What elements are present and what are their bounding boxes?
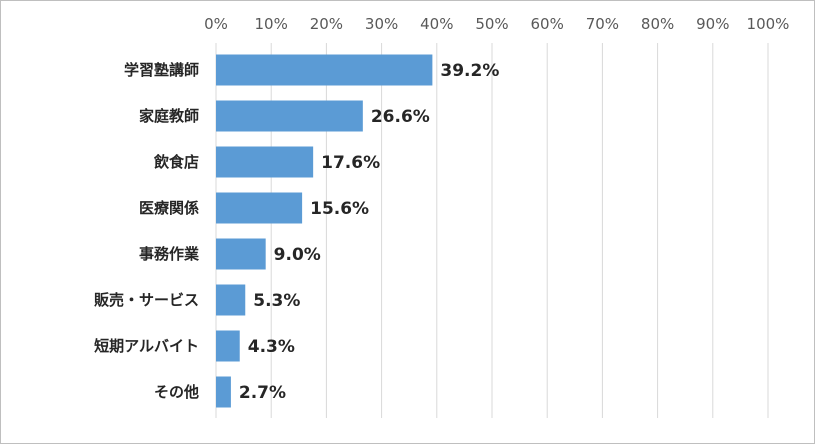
- value-label: 26.6%: [371, 107, 430, 127]
- x-tick-label: 10%: [255, 15, 288, 33]
- x-tick-label: 30%: [365, 15, 398, 33]
- category-label: 短期アルバイト: [94, 337, 199, 355]
- bar: [216, 54, 433, 86]
- category-label: 飲食店: [153, 153, 199, 171]
- x-tick-label: 90%: [696, 15, 729, 33]
- bar: [216, 146, 314, 178]
- bar: [216, 284, 246, 316]
- x-tick-label: 80%: [641, 15, 674, 33]
- category-label: 学習塾講師: [124, 61, 199, 79]
- x-tick-label: 50%: [475, 15, 508, 33]
- bar: [216, 330, 240, 362]
- grid-lines: [215, 43, 769, 418]
- category-label: 販売・サービス: [94, 291, 199, 309]
- category-label: 医療関係: [139, 199, 199, 217]
- value-label: 5.3%: [253, 291, 300, 311]
- x-axis-ticks: 0% 10% 20% 30% 40% 50% 60% 70% 80% 90% 100%: [204, 15, 789, 33]
- bar: [216, 376, 231, 408]
- value-labels: 39.2% 26.6% 17.6% 15.6% 9.0% 5.3% 4.3% 2.7%: [239, 61, 499, 403]
- x-tick-label: 40%: [420, 15, 453, 33]
- category-label: 事務作業: [139, 245, 200, 263]
- value-label: 15.6%: [310, 199, 369, 219]
- x-tick-label: 20%: [310, 15, 343, 33]
- x-tick-label: 70%: [586, 15, 619, 33]
- bars: [216, 54, 433, 408]
- value-label: 17.6%: [321, 153, 380, 173]
- value-label: 4.3%: [248, 337, 295, 357]
- value-label: 39.2%: [440, 61, 499, 81]
- bar: [216, 238, 266, 270]
- x-tick-label: 60%: [531, 15, 564, 33]
- x-tick-label: 0%: [204, 15, 228, 33]
- value-label: 9.0%: [274, 245, 321, 265]
- x-tick-label: 100%: [747, 15, 790, 33]
- category-label: 家庭教師: [139, 107, 199, 125]
- category-label: その他: [154, 383, 199, 401]
- bar: [216, 192, 303, 224]
- bar: [216, 100, 363, 132]
- value-label: 2.7%: [239, 383, 286, 403]
